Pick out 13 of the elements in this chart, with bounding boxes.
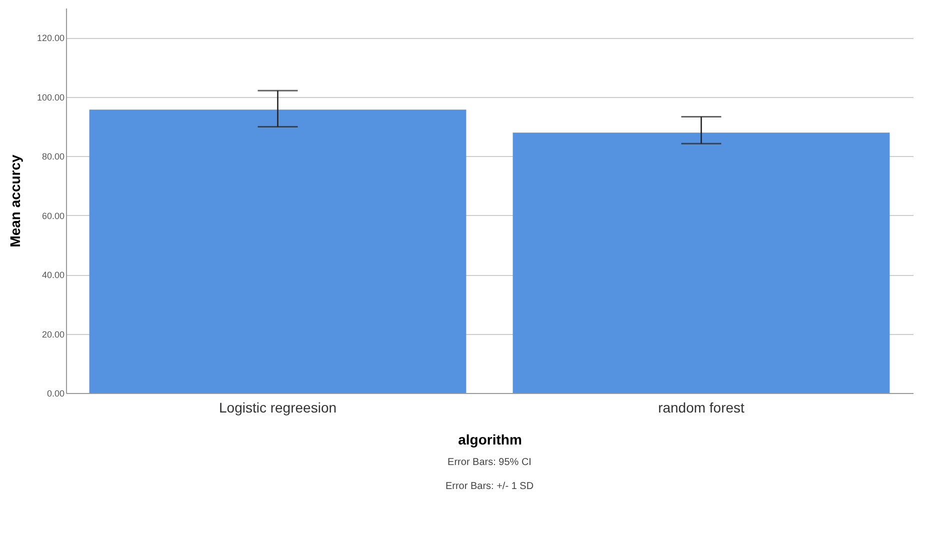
x-axis-title: algorithm [458, 432, 522, 448]
x-tick-label: Logistic regreesion [218, 400, 337, 416]
text: Error Bars: 95% CI [448, 457, 532, 468]
y-tick-label: 100.00 [36, 92, 64, 102]
y-tick-label: 60.00 [42, 210, 64, 221]
text: Error Bars: +/- 1 SD [445, 481, 534, 492]
y-tick-label: 120.00 [36, 33, 64, 44]
y-tick-label: 0.00 [46, 388, 64, 398]
y-tick-label: 80.00 [42, 152, 64, 162]
y-tick-label: 20.00 [42, 329, 64, 340]
x-tick-label: random forest [658, 400, 745, 416]
y-tick-label: 40.00 [42, 270, 64, 280]
y-axis-title: Mean accurcy [6, 154, 23, 248]
